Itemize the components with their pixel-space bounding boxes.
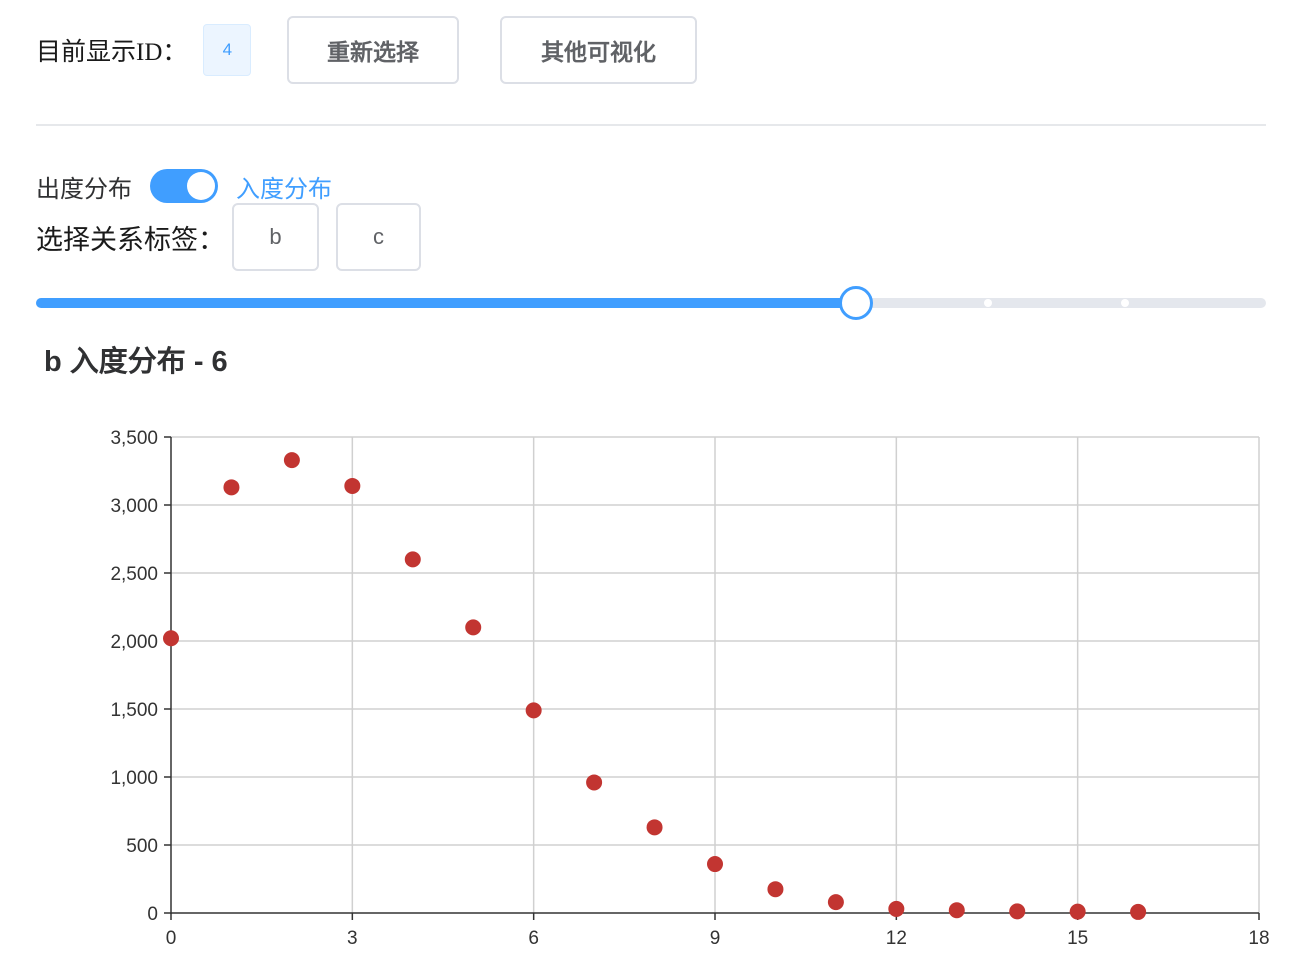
data-point bbox=[344, 477, 361, 494]
id-display: 目前显示ID： 4 bbox=[36, 16, 252, 84]
x-tick-label: 6 bbox=[528, 928, 539, 949]
slider-fill bbox=[36, 298, 857, 308]
divider bbox=[36, 124, 1266, 126]
slider-thumb[interactable] bbox=[839, 286, 874, 320]
x-tick-label: 18 bbox=[1248, 928, 1269, 949]
data-point bbox=[163, 630, 179, 647]
x-tick-label: 9 bbox=[710, 928, 721, 949]
data-point bbox=[707, 856, 723, 873]
scatter-chart: 0 500 1,000 1,500 2,000 2,500 3,000 3,500 0 3 6 9 12… bbox=[110, 428, 1269, 949]
data-point bbox=[1069, 903, 1086, 920]
data-point bbox=[767, 881, 784, 898]
tag-b-button[interactable]: b bbox=[232, 203, 319, 271]
data-point bbox=[283, 452, 300, 469]
degree-slider[interactable] bbox=[36, 286, 1266, 320]
data-point bbox=[525, 702, 542, 719]
data-point bbox=[1130, 903, 1147, 920]
y-tick-label: 1,500 bbox=[110, 700, 158, 721]
chart-title: b 入度分布 - 6 bbox=[44, 346, 228, 378]
toggle-knob bbox=[187, 172, 215, 200]
relation-tag-row: 选择关系标签： b c bbox=[36, 203, 421, 271]
degree-toggle-switch[interactable] bbox=[150, 169, 218, 203]
y-tick-label: 2,000 bbox=[110, 632, 158, 653]
slider-stop bbox=[984, 299, 993, 307]
y-tick-label: 1,000 bbox=[110, 768, 158, 789]
other-visualization-button[interactable]: 其他可视化 bbox=[500, 16, 697, 84]
data-point bbox=[888, 900, 905, 917]
reselect-button[interactable]: 重新选择 bbox=[287, 16, 459, 84]
id-value-badge: 4 bbox=[203, 24, 252, 76]
data-point bbox=[827, 894, 844, 911]
y-tick-label: 0 bbox=[147, 904, 158, 925]
x-tick-label: 15 bbox=[1067, 928, 1088, 949]
slider-stop bbox=[1120, 299, 1129, 307]
data-point bbox=[465, 619, 482, 636]
data-point bbox=[586, 774, 603, 791]
y-tick-label: 3,500 bbox=[110, 428, 158, 449]
data-point bbox=[646, 819, 663, 836]
relation-tag-label: 选择关系标签： bbox=[36, 224, 225, 255]
x-tick-label: 12 bbox=[886, 928, 907, 949]
y-tick-label: 500 bbox=[126, 836, 158, 857]
id-label: 目前显示ID： bbox=[36, 39, 188, 66]
y-tick-label: 2,500 bbox=[110, 564, 158, 585]
tag-c-button[interactable]: c bbox=[336, 203, 421, 271]
data-point bbox=[948, 902, 965, 919]
data-point bbox=[223, 479, 240, 496]
x-tick-label: 3 bbox=[347, 928, 358, 949]
data-point bbox=[404, 551, 421, 568]
y-tick-label: 3,000 bbox=[110, 496, 158, 517]
out-degree-label[interactable]: 出度分布 bbox=[36, 176, 132, 203]
in-degree-label[interactable]: 入度分布 bbox=[236, 176, 332, 203]
degree-toggle-row: 出度分布 入度分布 bbox=[36, 168, 332, 204]
x-tick-label: 0 bbox=[166, 928, 177, 949]
data-point bbox=[1009, 903, 1026, 920]
